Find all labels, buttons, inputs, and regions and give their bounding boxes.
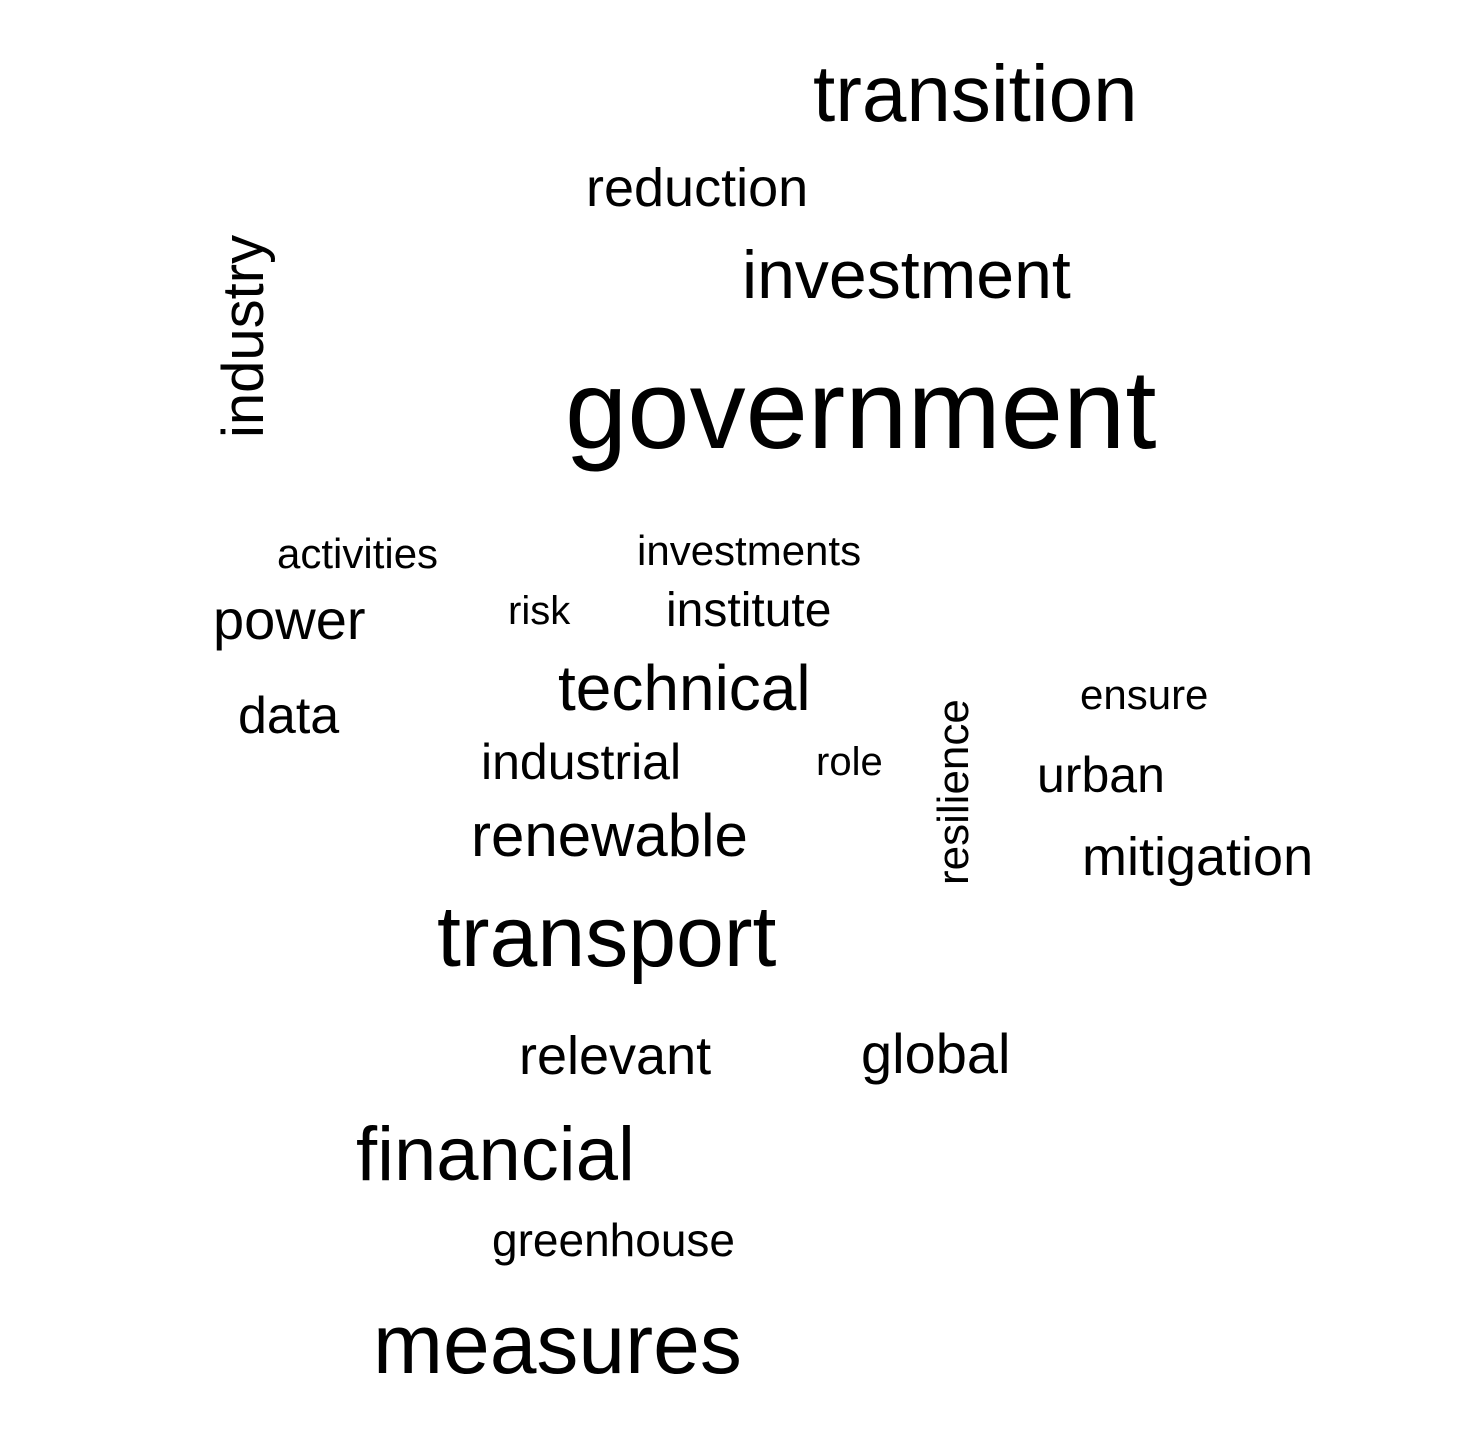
word-mitigation: mitigation <box>1082 827 1314 887</box>
word-financial: financial <box>356 1112 635 1197</box>
word-reduction: reduction <box>586 158 809 218</box>
word-transport: transport <box>437 889 777 985</box>
word-measures: measures <box>373 1297 742 1391</box>
word-government: government <box>565 347 1157 472</box>
word-institute: institute <box>666 584 832 637</box>
word-investment: investment <box>742 237 1071 313</box>
word-ensure: ensure <box>1080 671 1209 718</box>
word-resilience: resilience <box>929 699 978 885</box>
word-power: power <box>213 588 366 651</box>
word-data: data <box>238 687 340 745</box>
word-investments: investments <box>637 527 862 574</box>
word-renewable: renewable <box>471 802 748 869</box>
word-global: global <box>861 1022 1011 1085</box>
word-relevant: relevant <box>519 1026 712 1086</box>
word-urban: urban <box>1037 747 1165 803</box>
word-technical: technical <box>558 652 811 724</box>
word-industry: industry <box>211 234 276 438</box>
word-risk: risk <box>508 589 571 633</box>
word-industrial: industrial <box>481 734 682 790</box>
word-role: role <box>816 740 883 784</box>
word-transition: transition <box>813 49 1138 138</box>
word-greenhouse: greenhouse <box>492 1214 735 1266</box>
word-activities: activities <box>277 530 439 577</box>
